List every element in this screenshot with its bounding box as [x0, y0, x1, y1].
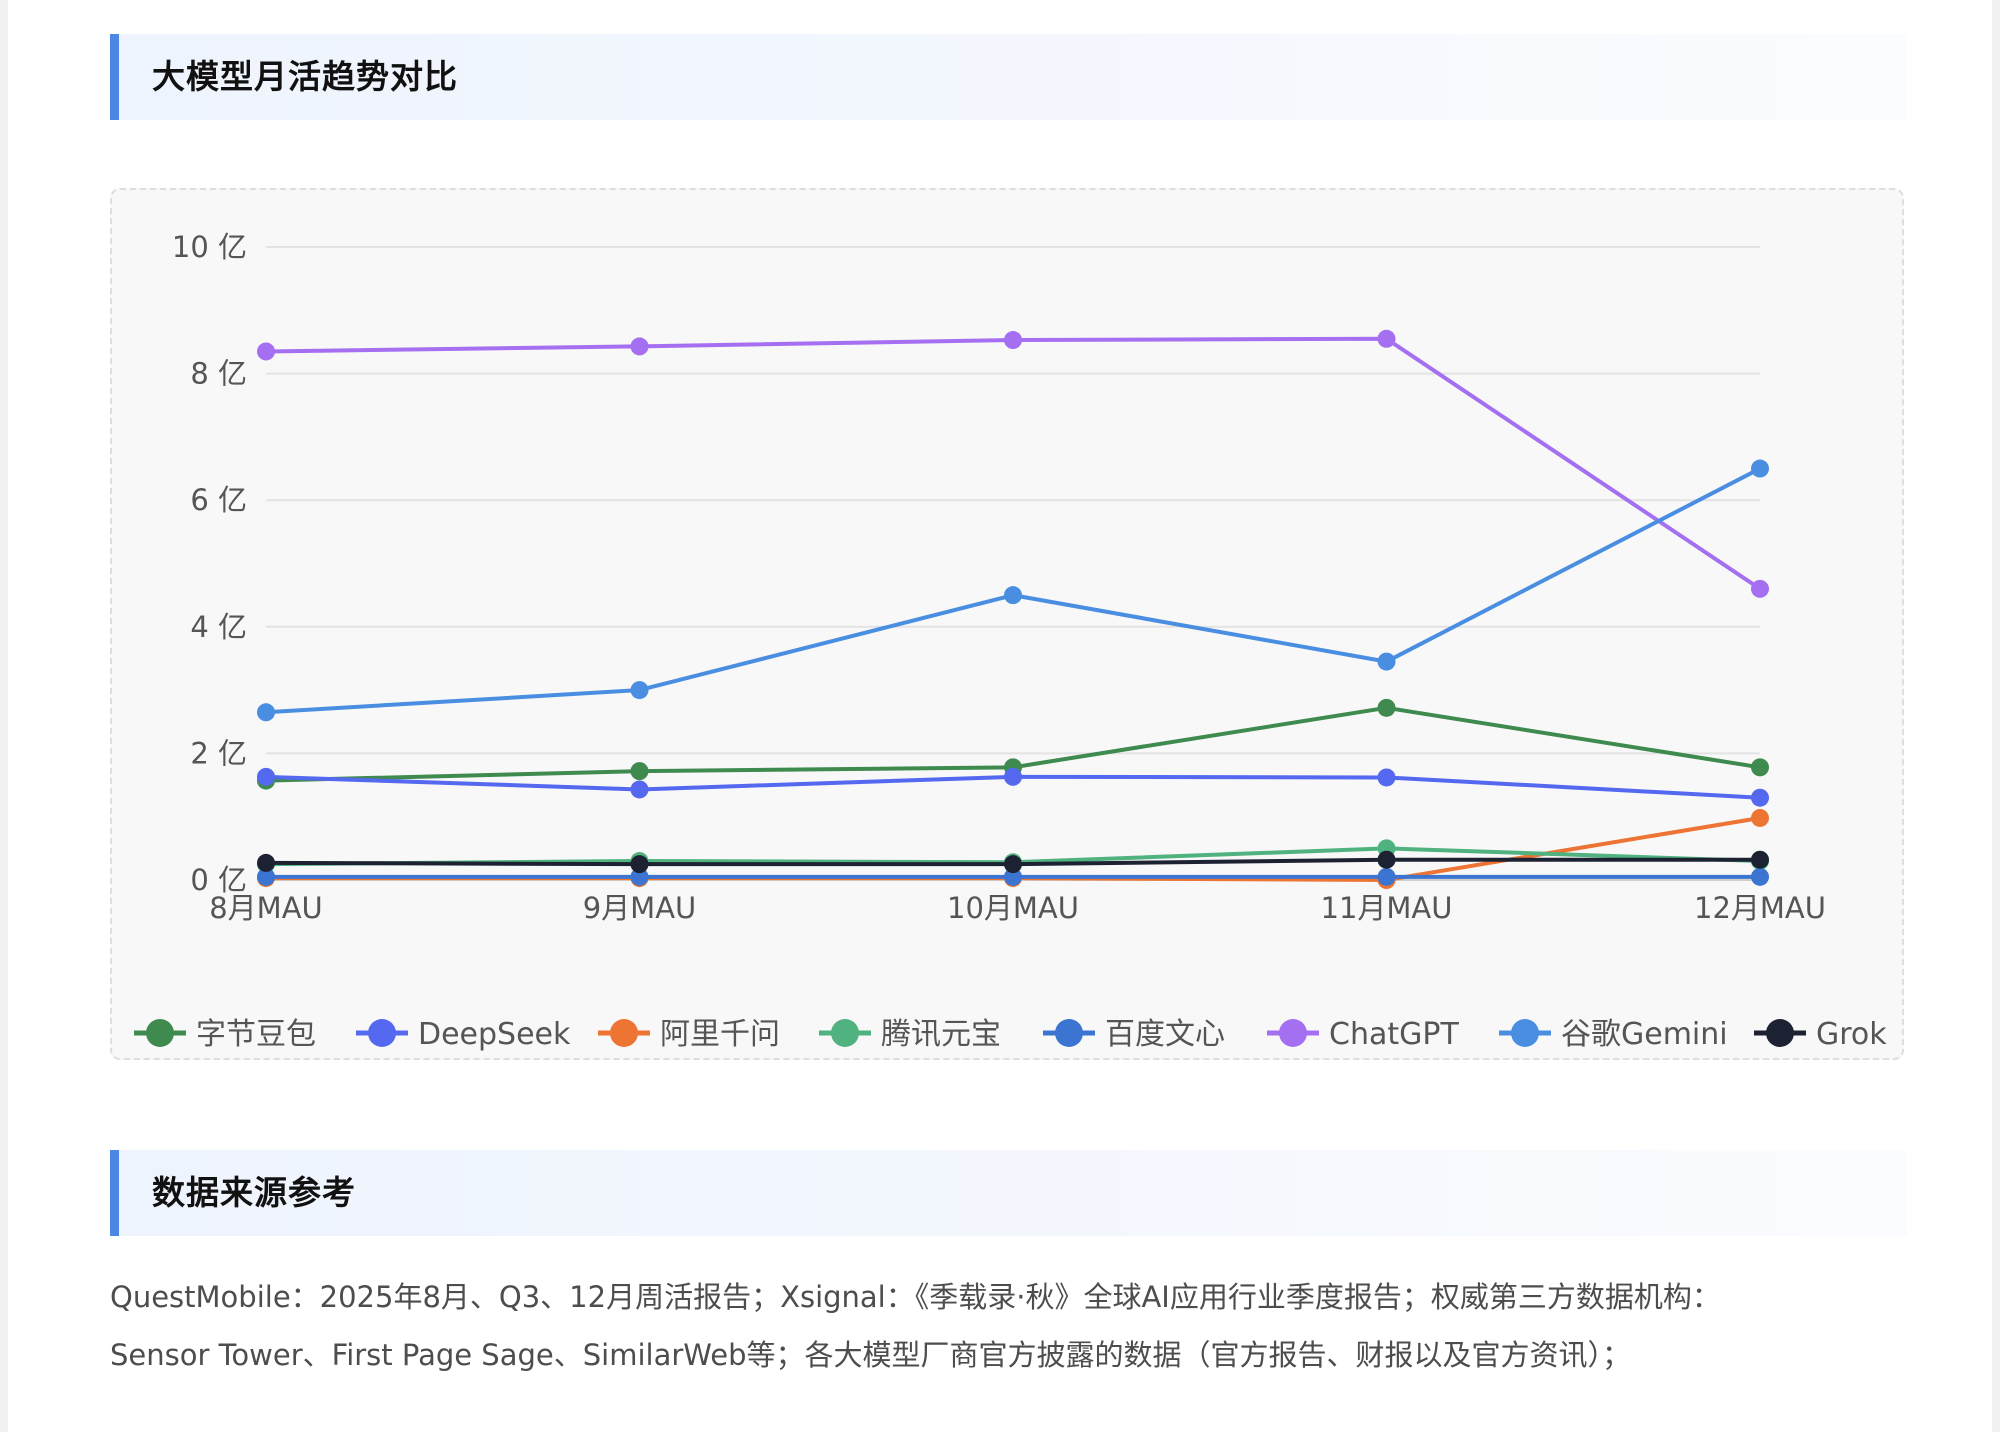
legend-label-3: 腾讯元宝 — [881, 1017, 1001, 1052]
chart-section-title: 大模型月活趋势对比 — [152, 57, 458, 96]
y-tick-label-4: 8 亿 — [190, 357, 247, 391]
x-tick-label-1: 9月MAU — [583, 891, 697, 925]
legend-swatch-dot-5 — [1279, 1019, 1307, 1047]
data-point-6-2 — [1004, 586, 1022, 605]
y-tick-label-2: 4 亿 — [190, 610, 247, 644]
mau-line-chart: 0 亿 2 亿 4 亿 6 亿 8 亿 10 亿 8月MAU 9月MAU 10月MAU 11月MA… — [134, 230, 1887, 1052]
data-point-6-0 — [257, 703, 275, 722]
data-point-4-3 — [1377, 867, 1396, 886]
data-point-7-0 — [257, 853, 275, 872]
series-line-5 — [265, 336, 1762, 591]
data-point-1-3 — [1377, 768, 1396, 787]
legend-label-7: Grok — [1816, 1017, 1887, 1052]
data-point-6-4 — [1751, 459, 1769, 478]
data-point-7-1 — [630, 855, 649, 874]
y-tick-label-1: 2 亿 — [190, 736, 247, 770]
data-point-0-4 — [1751, 758, 1769, 777]
data-point-1-0 — [257, 767, 275, 786]
legend-swatch-dot-3 — [831, 1019, 859, 1047]
y-tick-label-5: 10 亿 — [172, 230, 247, 264]
legend-label-0: 字节豆包 — [196, 1017, 316, 1052]
sources-line-1: QuestMobile：2025年8月、Q3、12月周活报告；Xsignal：《… — [110, 1280, 1721, 1314]
chart-container: 0 亿 2 亿 4 亿 6 亿 8 亿 10 亿 8月MAU 9月MAU 10月MAU 11月MA… — [110, 188, 1904, 1060]
legend-label-6: 谷歌Gemini — [1561, 1017, 1728, 1052]
data-point-0-3 — [1377, 698, 1396, 717]
legend-swatch-dot-7 — [1766, 1019, 1794, 1047]
data-point-7-4 — [1751, 850, 1769, 869]
data-point-0-1 — [630, 762, 649, 781]
data-point-4-4 — [1751, 867, 1769, 886]
data-point-1-2 — [1004, 767, 1022, 786]
data-point-6-3 — [1377, 652, 1396, 671]
sources-section-header: 数据来源参考 — [110, 1150, 1907, 1236]
y-tick-label-3: 6 亿 — [190, 483, 247, 517]
sources-paragraph: QuestMobile：2025年8月、Q3、12月周活报告；Xsignal：《… — [110, 1268, 1900, 1384]
legend-swatch-dot-4 — [1055, 1019, 1083, 1047]
data-point-6-1 — [630, 681, 649, 700]
data-point-4-1 — [630, 867, 649, 886]
legend-label-5: ChatGPT — [1329, 1017, 1459, 1052]
chart-section-header: 大模型月活趋势对比 — [110, 34, 1907, 120]
legend-swatch-dot-1 — [368, 1019, 396, 1047]
data-point-4-0 — [257, 867, 275, 886]
sources-section-title: 数据来源参考 — [152, 1173, 356, 1212]
report-card: 大模型月活趋势对比 0 亿 2 亿 4 亿 6 亿 8 亿 10 亿 8月MAU 9月MAU 1… — [8, 0, 1992, 1432]
legend-label-2: 阿里千问 — [660, 1017, 780, 1052]
x-tick-label-4: 12月MAU — [1694, 891, 1826, 925]
data-point-1-4 — [1751, 788, 1769, 807]
data-point-5-0 — [257, 342, 275, 361]
legend-swatch-dot-6 — [1511, 1019, 1539, 1047]
x-tick-label-3: 11月MAU — [1321, 891, 1453, 925]
data-point-4-2 — [1004, 867, 1022, 886]
data-point-7-3 — [1377, 850, 1396, 869]
legend-swatch-dot-0 — [146, 1019, 174, 1047]
data-point-2-4 — [1751, 808, 1769, 827]
legend-swatch-dot-2 — [610, 1019, 638, 1047]
data-point-5-3 — [1377, 329, 1396, 348]
x-tick-label-0: 8月MAU — [209, 891, 323, 925]
data-point-7-2 — [1004, 855, 1022, 874]
data-point-1-1 — [630, 780, 649, 799]
data-point-5-4 — [1751, 579, 1769, 598]
data-point-5-1 — [630, 337, 649, 356]
data-point-5-2 — [1004, 331, 1022, 350]
x-tick-label-2: 10月MAU — [947, 891, 1079, 925]
legend-label-1: DeepSeek — [418, 1017, 571, 1052]
y-tick-label-0: 0 亿 — [190, 863, 247, 897]
sources-line-2: Sensor Tower、First Page Sage、SimilarWeb等… — [110, 1338, 1631, 1372]
legend-label-4: 百度文心 — [1105, 1017, 1225, 1052]
